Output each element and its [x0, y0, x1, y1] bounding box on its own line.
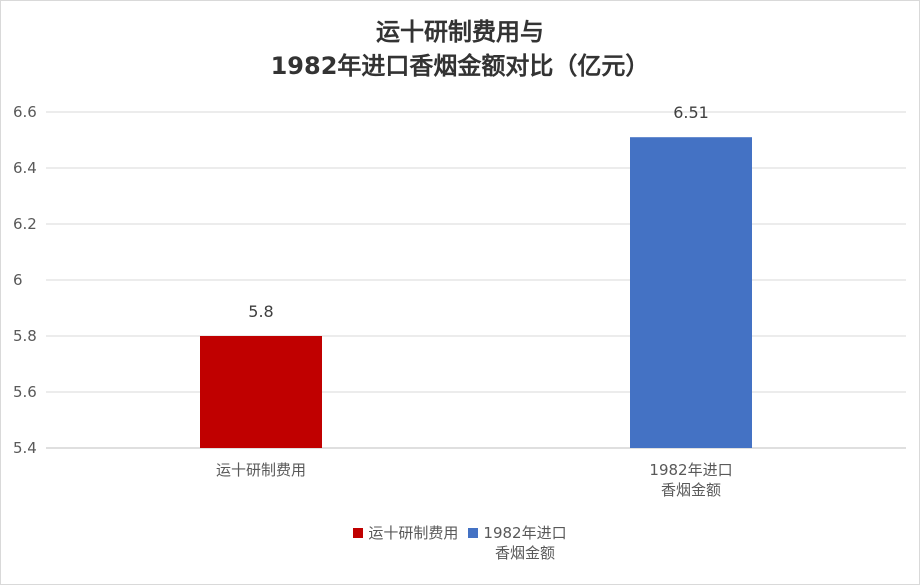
legend-swatch: [353, 528, 364, 538]
legend-item: 运十研制费用: [353, 523, 458, 543]
x-tick-label: 1982年进口 香烟金额: [649, 461, 733, 499]
y-tick-label: 6: [13, 271, 23, 289]
chart-title: 运十研制费用与 1982年进口香烟金额对比（亿元）: [270, 18, 650, 80]
legend: 运十研制费用 1982年进口 香烟金额: [1, 523, 919, 563]
y-tick-label: 5.4: [13, 439, 37, 457]
legend-item: 1982年进口 香烟金额: [468, 523, 567, 563]
legend-label: 1982年进口 香烟金额: [483, 524, 567, 562]
y-tick-label: 6.4: [13, 159, 37, 177]
legend-swatch: [468, 528, 479, 538]
y-tick-label: 5.6: [13, 383, 37, 401]
x-tick-label: 运十研制费用: [215, 461, 306, 479]
y-tick-label: 5.8: [13, 327, 37, 345]
bar: [200, 336, 322, 448]
legend-label: 运十研制费用: [368, 524, 459, 542]
data-label: 5.8: [248, 302, 274, 321]
bar: [630, 137, 752, 448]
y-tick-label: 6.6: [13, 103, 37, 121]
y-tick-label: 6.2: [13, 215, 37, 233]
data-label: 6.51: [673, 103, 709, 123]
